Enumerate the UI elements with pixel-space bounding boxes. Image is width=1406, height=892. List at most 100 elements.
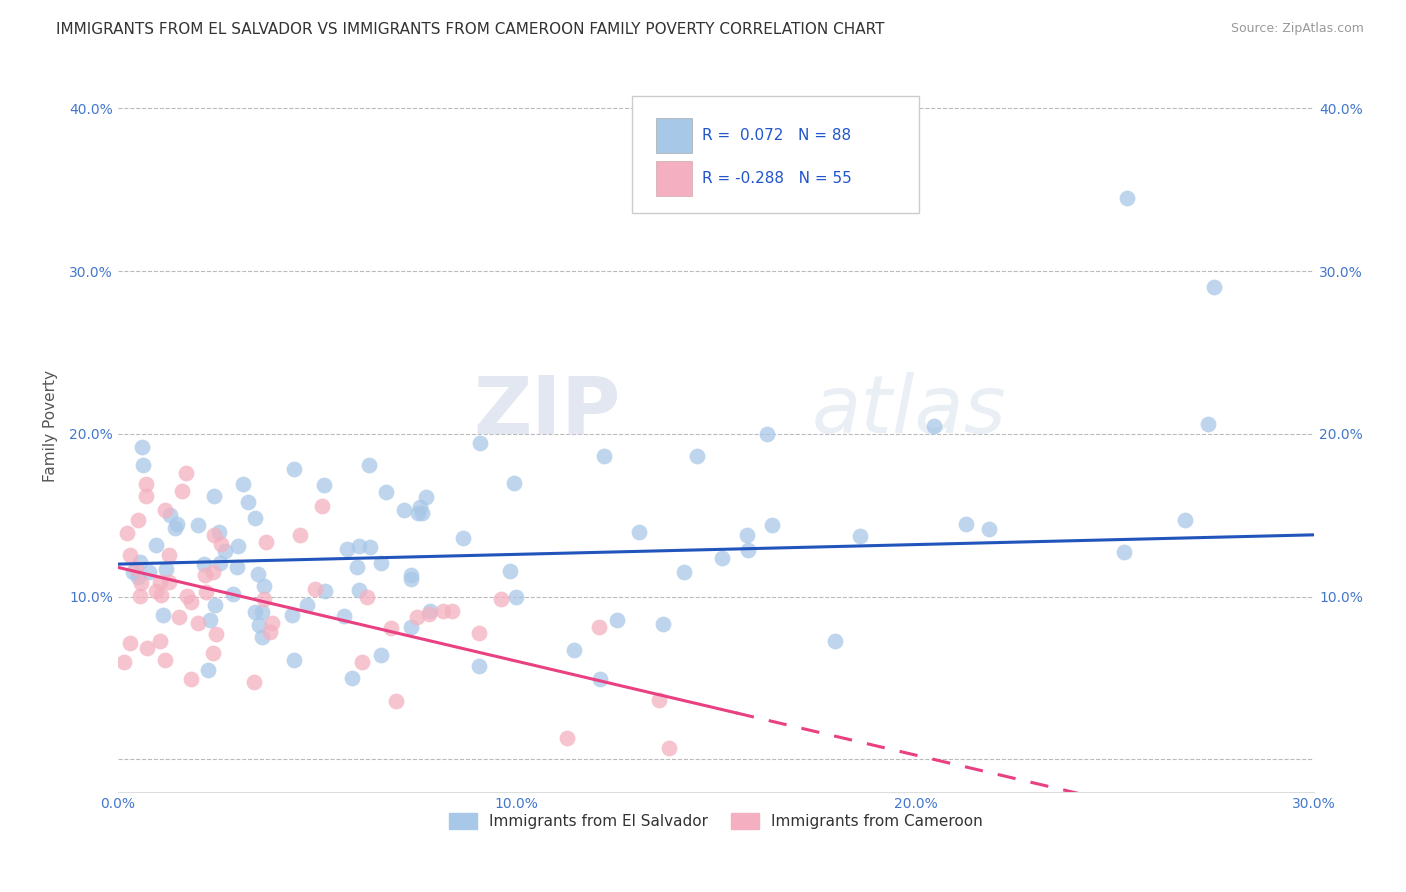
Point [124,561,146,575]
Point [588,620,610,634]
Point [349,540,371,554]
Point [131,440,153,454]
Point [347,583,370,598]
Point [311,499,333,513]
Point [153,652,176,666]
Point [406,609,429,624]
Point [118,548,141,562]
Point [166,517,188,532]
Point [1115,191,1137,205]
Point [283,461,305,475]
Point [127,513,149,527]
Point [499,564,522,578]
Point [226,539,249,553]
Point [824,634,846,648]
Point [977,522,1000,536]
Point [555,731,578,746]
Point [737,543,759,558]
Point [399,620,422,634]
Point [259,625,281,640]
Point [118,636,141,650]
Point [1197,417,1219,431]
Text: Source: ZipAtlas.com: Source: ZipAtlas.com [1230,22,1364,36]
Point [200,613,222,627]
Point [225,559,247,574]
Point [314,584,336,599]
Point [505,590,527,604]
Point [145,584,167,599]
Point [202,490,225,504]
Point [180,672,202,686]
Text: R =  0.072   N = 88: R = 0.072 N = 88 [702,128,851,144]
Point [922,419,945,434]
Point [170,484,193,499]
Point [157,574,180,589]
Point [357,458,380,472]
Point [222,586,245,600]
Point [399,568,422,582]
Point [169,609,191,624]
Point [127,570,149,584]
Point [489,591,512,606]
Point [592,449,614,463]
Point [135,477,157,491]
Point [135,641,157,656]
FancyBboxPatch shape [657,161,692,196]
Point [1204,280,1226,294]
Point [628,525,651,540]
Point [415,491,437,505]
Point [247,567,270,582]
Point [955,517,977,532]
Point [145,538,167,552]
Point [243,511,266,525]
Point [187,517,209,532]
Point [1112,544,1135,558]
Point [761,517,783,532]
Point [333,609,356,624]
Point [208,524,231,539]
Point [374,484,396,499]
Point [290,528,312,542]
Point [468,626,491,640]
Point [209,537,232,551]
Point [180,595,202,609]
Point [314,478,336,492]
Point [243,606,266,620]
Point [356,591,378,605]
Point [232,476,254,491]
Point [686,449,709,463]
Point [155,562,177,576]
Point [1174,512,1197,526]
Point [152,608,174,623]
Point [502,475,524,490]
Point [468,658,491,673]
Point [848,529,870,543]
Point [176,590,198,604]
Point [252,605,274,619]
Text: atlas: atlas [811,372,1007,450]
Point [193,557,215,571]
Point [253,579,276,593]
Text: IMMIGRANTS FROM EL SALVADOR VS IMMIGRANTS FROM CAMEROON FAMILY POVERTY CORRELATI: IMMIGRANTS FROM EL SALVADOR VS IMMIGRANT… [56,22,884,37]
Point [711,551,734,566]
Point [756,426,779,441]
Point [202,646,225,660]
Point [187,615,209,630]
Point [451,531,474,545]
Point [214,544,236,558]
Point [336,542,359,557]
Point [588,673,610,687]
Point [202,566,225,580]
Point [128,589,150,603]
Point [605,613,627,627]
Point [205,627,228,641]
Point [304,582,326,596]
Point [195,584,218,599]
Point [441,604,464,618]
Point [432,604,454,618]
Point [112,655,135,669]
Point [150,588,173,602]
Point [409,500,432,515]
Y-axis label: Family Poverty: Family Poverty [44,370,58,482]
Point [283,652,305,666]
